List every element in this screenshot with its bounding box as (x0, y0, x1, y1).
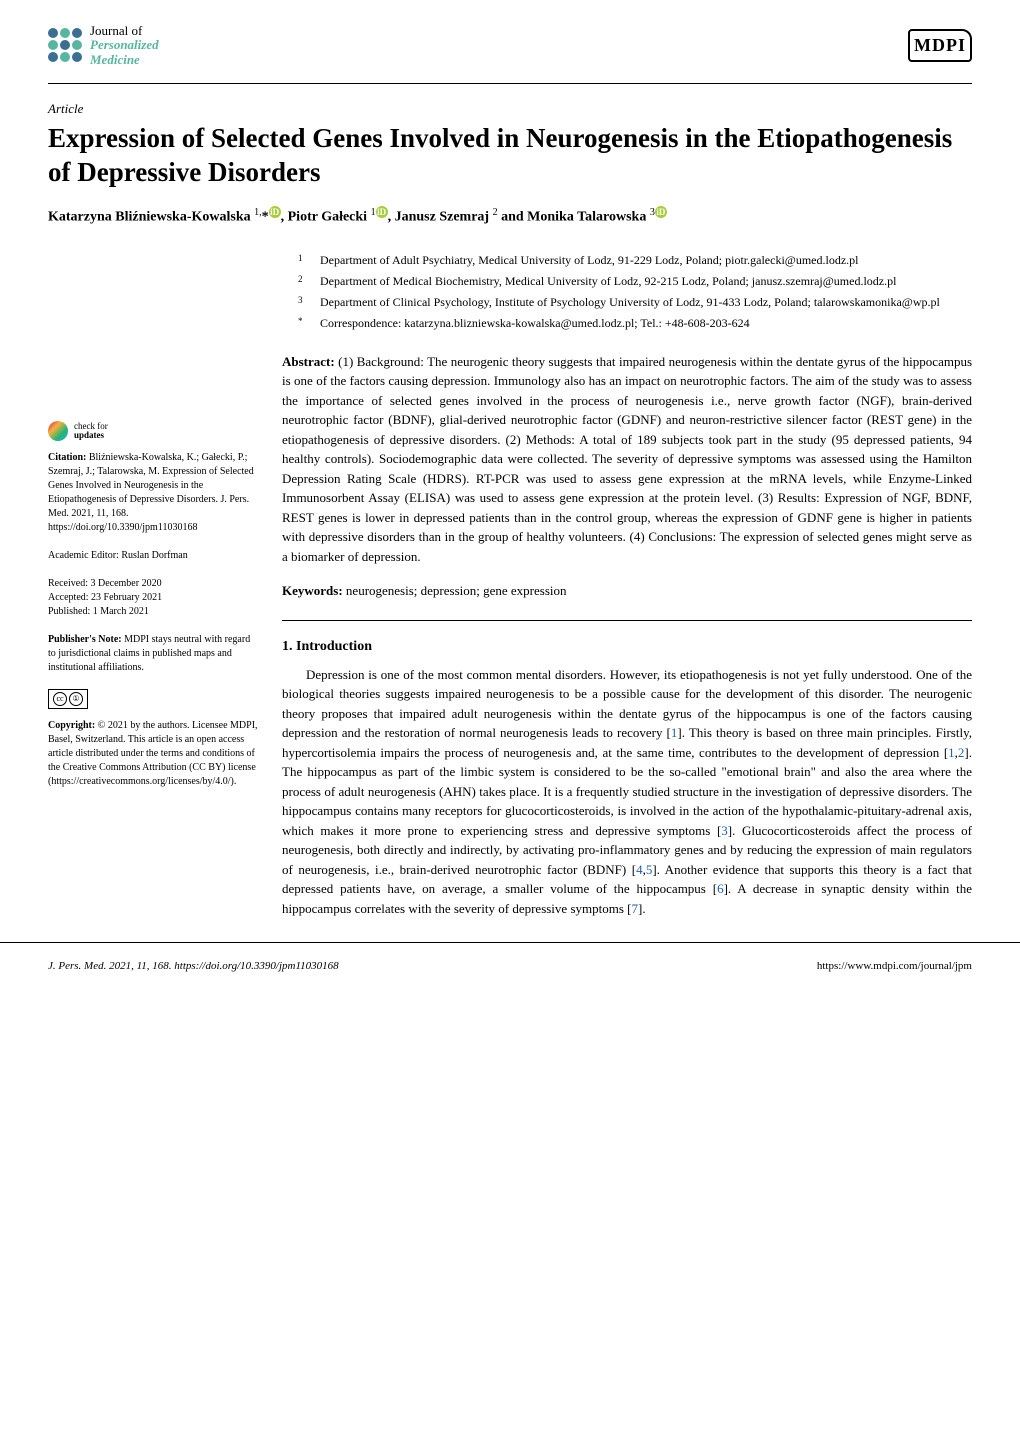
cc-license-badge: cc ① (48, 689, 258, 709)
journal-line1: Journal of (90, 24, 159, 38)
citation-block: Citation: Bliźniewska-Kowalska, K.; Gałe… (48, 451, 258, 535)
correspondence: *Correspondence: katarzyna.blizniewska-k… (298, 314, 972, 333)
citation-text: Bliźniewska-Kowalska, K.; Gałecki, P.; S… (48, 452, 254, 533)
editor-name: Ruslan Dorfman (121, 550, 187, 561)
journal-line3: Medicine (90, 53, 159, 67)
check-updates-icon (48, 421, 68, 441)
introduction-paragraph: Depression is one of the most common men… (282, 665, 972, 919)
footer: J. Pers. Med. 2021, 11, 168. https://doi… (0, 942, 1020, 998)
article-body: 1Department of Adult Psychiatry, Medical… (282, 251, 972, 919)
keywords-text: neurogenesis; depression; gene expressio… (346, 583, 567, 598)
authors-line: Katarzyna Bliźniewska-Kowalska 1,*iD, Pi… (48, 206, 972, 227)
ref-3[interactable]: 3 (721, 823, 728, 838)
section-divider (282, 620, 972, 621)
ref-2[interactable]: 2 (958, 745, 965, 760)
by-icon: ① (69, 692, 83, 706)
affiliation-2: 2Department of Medical Biochemistry, Med… (298, 272, 972, 291)
published-date: Published: 1 March 2021 (48, 605, 258, 619)
publishers-note-block: Publisher's Note: MDPI stays neutral wit… (48, 633, 258, 675)
publishers-note-label: Publisher's Note: (48, 634, 122, 645)
abstract: Abstract: (1) Background: The neurogenic… (282, 352, 972, 567)
affiliation-1: 1Department of Adult Psychiatry, Medical… (298, 251, 972, 270)
logo-dots-icon (48, 28, 82, 62)
footer-citation: J. Pers. Med. 2021, 11, 168. https://doi… (48, 959, 339, 974)
cc-icon: cc ① (48, 689, 88, 709)
citation-label: Citation: (48, 452, 86, 463)
keywords-label: Keywords: (282, 583, 343, 598)
received-date: Received: 3 December 2020 (48, 577, 258, 591)
publisher-logo: MDPI (908, 29, 972, 62)
header-bar: Journal of Personalized Medicine MDPI (0, 0, 1020, 75)
orcid-icon: iD (269, 206, 281, 218)
article-type: Article (48, 100, 972, 118)
journal-logo: Journal of Personalized Medicine (48, 24, 159, 67)
keywords: Keywords: neurogenesis; depression; gene… (282, 582, 972, 600)
accepted-date: Accepted: 23 February 2021 (48, 591, 258, 605)
copyright-label: Copyright: (48, 720, 95, 731)
section-heading-introduction: 1. Introduction (282, 637, 972, 657)
editor-block: Academic Editor: Ruslan Dorfman (48, 549, 258, 563)
ref-7[interactable]: 7 (631, 901, 638, 916)
editor-label: Academic Editor: (48, 550, 119, 561)
orcid-icon: iD (376, 206, 388, 218)
sidebar: check for updates Citation: Bliźniewska-… (48, 251, 258, 919)
orcid-icon: iD (655, 206, 667, 218)
ref-1b[interactable]: 1 (948, 745, 955, 760)
abstract-label: Abstract: (282, 354, 335, 369)
ref-1[interactable]: 1 (671, 725, 678, 740)
header-divider (48, 83, 972, 84)
ref-4[interactable]: 4 (636, 862, 643, 877)
journal-name: Journal of Personalized Medicine (90, 24, 159, 67)
main-content: Article Expression of Selected Genes Inv… (0, 100, 1020, 918)
article-title: Expression of Selected Genes Involved in… (48, 122, 972, 190)
affiliations: 1Department of Adult Psychiatry, Medical… (282, 251, 972, 334)
check-updates-text: check for updates (74, 422, 108, 440)
affiliation-3: 3Department of Clinical Psychology, Inst… (298, 293, 972, 312)
abstract-text: (1) Background: The neurogenic theory su… (282, 354, 972, 564)
dates-block: Received: 3 December 2020 Accepted: 23 F… (48, 577, 258, 619)
ref-6[interactable]: 6 (717, 881, 724, 896)
journal-line2: Personalized (90, 38, 159, 52)
check-updates-badge[interactable]: check for updates (48, 421, 258, 441)
two-column-layout: check for updates Citation: Bliźniewska-… (48, 251, 972, 919)
footer-url: https://www.mdpi.com/journal/jpm (817, 959, 972, 974)
updates-label: updates (74, 431, 108, 440)
ref-5[interactable]: 5 (646, 862, 653, 877)
copyright-block: Copyright: © 2021 by the authors. Licens… (48, 719, 258, 789)
